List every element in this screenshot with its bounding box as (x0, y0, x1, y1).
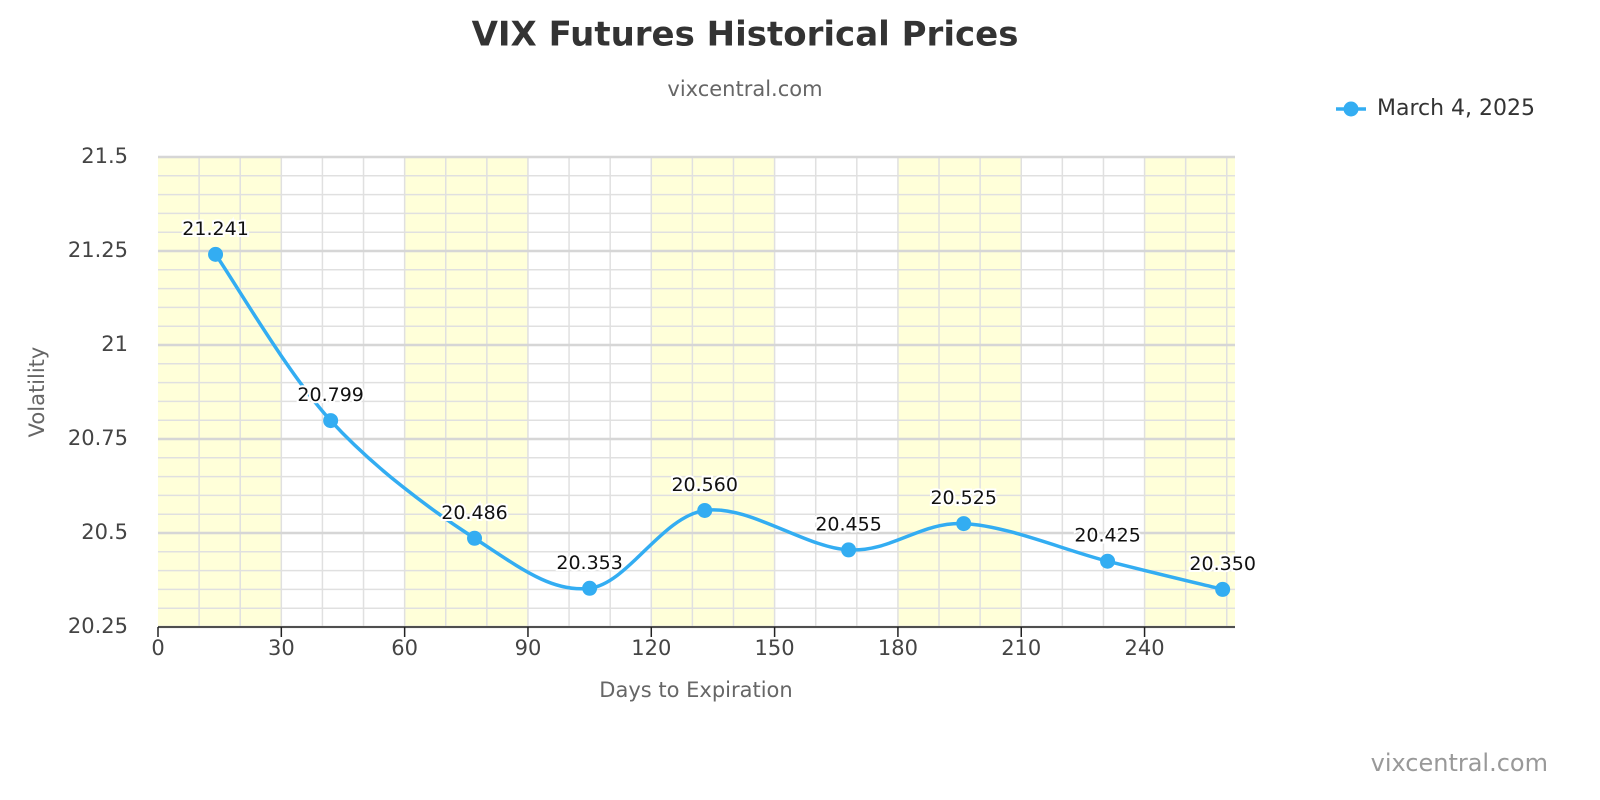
plot-band (651, 157, 775, 627)
y-tick-label: 21.5 (81, 144, 128, 168)
data-point (1100, 553, 1116, 569)
chart-subtitle: vixcentral.com (667, 77, 822, 101)
data-label: 20.455 (815, 513, 881, 535)
x-tick-label: 120 (631, 636, 671, 660)
data-label: 20.350 (1189, 553, 1255, 575)
data-label: 20.799 (297, 384, 363, 406)
x-tick-label: 0 (151, 636, 164, 660)
x-tick-label: 180 (878, 636, 918, 660)
plot-band (158, 157, 282, 627)
data-point (323, 413, 339, 429)
plot-band (404, 157, 528, 627)
y-axis-label: Volatility (25, 347, 49, 438)
data-line (214, 253, 1224, 592)
chart-title: VIX Futures Historical Prices (472, 15, 1019, 55)
x-axis-label: Days to Expiration (599, 678, 792, 702)
data-point (956, 516, 972, 532)
x-tick-label: 240 (1125, 636, 1165, 660)
plot-band (897, 157, 1022, 627)
data-point (697, 502, 713, 518)
data-label: 20.525 (930, 487, 996, 509)
x-tick-label: 60 (391, 636, 418, 660)
data-point (841, 542, 857, 558)
y-tick-label: 20.25 (68, 614, 128, 638)
legend-marker (1343, 101, 1359, 117)
credit: vixcentral.com (1371, 749, 1548, 777)
x-tick-label: 150 (755, 636, 795, 660)
x-tick-label: 210 (1001, 636, 1041, 660)
data-point (582, 580, 598, 596)
legend-label: March 4, 2025 (1377, 96, 1535, 121)
data-label: 20.486 (441, 502, 507, 524)
data-point (208, 246, 224, 262)
y-tick-label: 20.75 (68, 426, 128, 450)
data-label: 20.560 (671, 474, 737, 496)
data-point (1215, 581, 1231, 597)
y-tick-label: 21.25 (68, 238, 128, 262)
plot-band (1144, 157, 1235, 627)
data-point (467, 530, 483, 546)
x-tick-label: 30 (268, 636, 295, 660)
data-label: 21.241 (182, 218, 248, 240)
data-label: 20.425 (1074, 525, 1140, 547)
x-tick-label: 90 (515, 636, 542, 660)
y-tick-label: 21 (101, 332, 128, 356)
y-tick-label: 20.5 (81, 520, 128, 544)
data-label: 20.353 (556, 552, 622, 574)
